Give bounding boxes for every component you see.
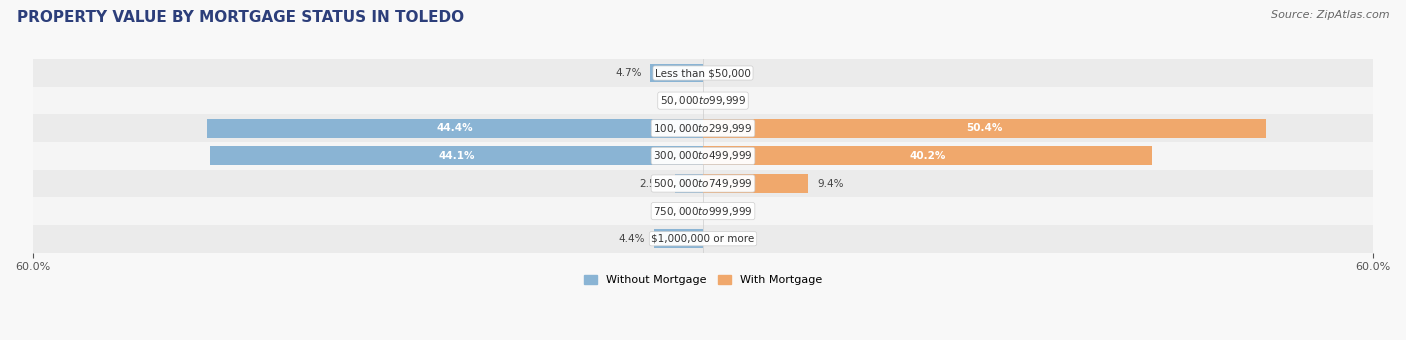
Bar [675,174,703,193]
Text: 4.7%: 4.7% [614,68,641,78]
Text: 0.0%: 0.0% [711,96,738,106]
Bar [211,147,703,165]
Text: 50.4%: 50.4% [966,123,1002,133]
Text: $500,000 to $749,999: $500,000 to $749,999 [654,177,752,190]
Text: 0.0%: 0.0% [711,206,738,216]
Text: 0.0%: 0.0% [668,206,695,216]
Text: Less than $50,000: Less than $50,000 [655,68,751,78]
Text: 2.5%: 2.5% [640,178,666,188]
Bar [654,230,703,248]
Text: Source: ZipAtlas.com: Source: ZipAtlas.com [1271,10,1389,20]
Bar [32,142,1374,170]
Text: $1,000,000 or more: $1,000,000 or more [651,234,755,244]
Bar [32,225,1374,253]
Text: $100,000 to $299,999: $100,000 to $299,999 [654,122,752,135]
Bar [703,174,808,193]
Text: 9.4%: 9.4% [817,178,844,188]
Bar [32,59,1374,87]
Text: 44.1%: 44.1% [439,151,475,161]
Bar [703,119,1267,138]
Bar [207,119,703,138]
Legend: Without Mortgage, With Mortgage: Without Mortgage, With Mortgage [579,270,827,290]
Text: $50,000 to $99,999: $50,000 to $99,999 [659,94,747,107]
Text: 4.4%: 4.4% [619,234,645,244]
Text: 44.4%: 44.4% [437,123,474,133]
Text: PROPERTY VALUE BY MORTGAGE STATUS IN TOLEDO: PROPERTY VALUE BY MORTGAGE STATUS IN TOL… [17,10,464,25]
Text: $750,000 to $999,999: $750,000 to $999,999 [654,205,752,218]
Bar [703,147,1152,165]
Bar [32,197,1374,225]
Text: 40.2%: 40.2% [910,151,946,161]
Bar [32,115,1374,142]
Bar [32,170,1374,197]
Bar [32,87,1374,115]
Bar [651,64,703,82]
Text: $300,000 to $499,999: $300,000 to $499,999 [654,149,752,163]
Text: 0.0%: 0.0% [711,234,738,244]
Text: 0.0%: 0.0% [668,96,695,106]
Text: 0.0%: 0.0% [711,68,738,78]
